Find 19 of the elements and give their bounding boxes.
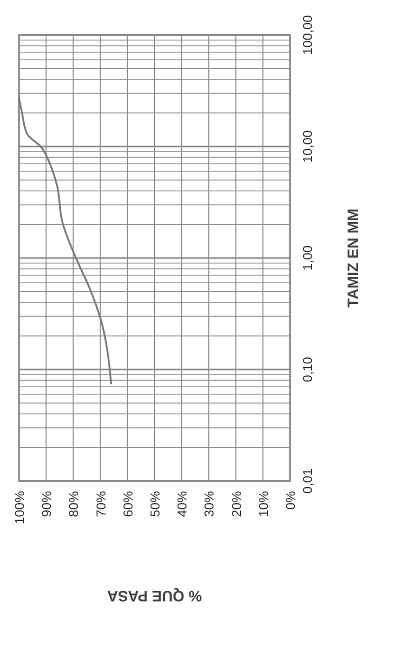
x-axis-title: % QUE PASA [106, 587, 202, 604]
x-tick-label: 100% [12, 490, 27, 524]
x-tick-label: 10% [256, 490, 271, 518]
x-tick-label: 40% [174, 490, 190, 518]
y-tick-label: 10,00 [300, 130, 315, 163]
y-tick-label: 0,10 [300, 356, 315, 382]
y-axis-title: TAMIZ EN MM [345, 208, 362, 308]
y-tick-label: 1,00 [300, 245, 315, 271]
x-tick-label: 60% [120, 490, 136, 518]
line-series [18, 98, 112, 384]
x-tick-label: 70% [93, 490, 108, 518]
x-tick-label: 80% [66, 490, 82, 518]
x-tick-label: 30% [202, 490, 217, 518]
y-tick-label: 0,01 [300, 468, 315, 494]
y-tick-label: 100,00 [300, 15, 315, 55]
x-tick-label: 50% [148, 490, 162, 518]
x-tick-label: 90% [39, 490, 54, 518]
x-tick-label: 20% [228, 490, 244, 518]
x-tick-label: 0% [283, 490, 298, 510]
